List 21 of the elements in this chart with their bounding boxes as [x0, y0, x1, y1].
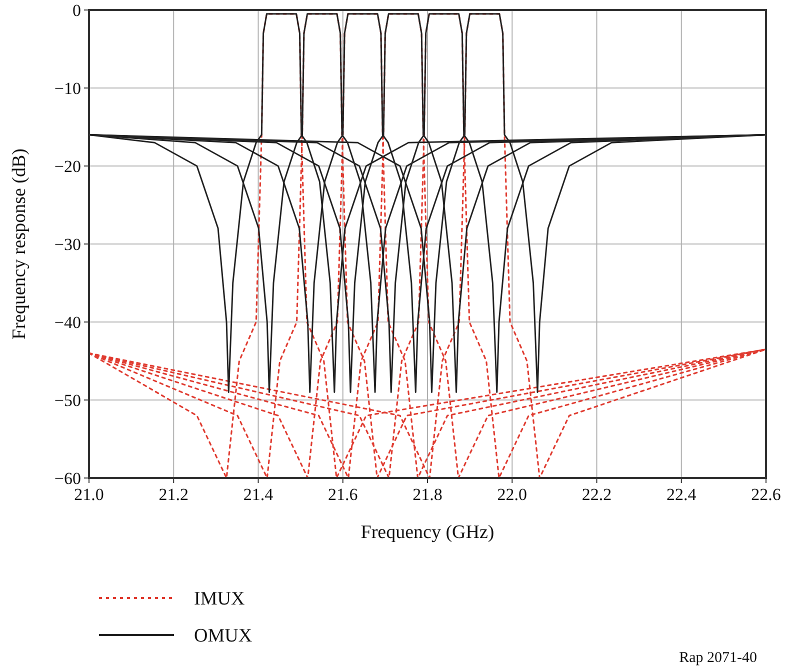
x-tick-label: 21.6	[328, 485, 358, 504]
y-tick-label: −50	[54, 390, 81, 410]
x-tick-label: 21.4	[243, 485, 274, 504]
y-tick-label: −30	[54, 234, 81, 254]
x-tick-label: 22.6	[751, 485, 781, 504]
legend-label: OMUX	[194, 626, 252, 647]
y-tick-label: 0	[72, 0, 81, 20]
y-tick-label: −10	[54, 78, 81, 98]
x-axis-title: Frequency (GHz)	[360, 522, 494, 543]
x-tick-label: 22.2	[582, 485, 612, 504]
x-tick-label: 21.0	[74, 485, 104, 504]
text: Rap 2071-40	[679, 650, 757, 666]
legend-label: IMUX	[194, 588, 245, 610]
x-tick-label: 22.4	[666, 485, 697, 504]
x-tick-label: 21.2	[158, 485, 188, 504]
x-tick-label: 22.0	[497, 485, 527, 504]
y-axis-title: Frequency response (dB)	[9, 148, 30, 340]
y-tick-label: −20	[54, 156, 81, 176]
y-tick-label: −40	[54, 312, 81, 332]
x-tick-label: 21.8	[412, 485, 442, 504]
y-tick-label: −60	[54, 468, 81, 488]
